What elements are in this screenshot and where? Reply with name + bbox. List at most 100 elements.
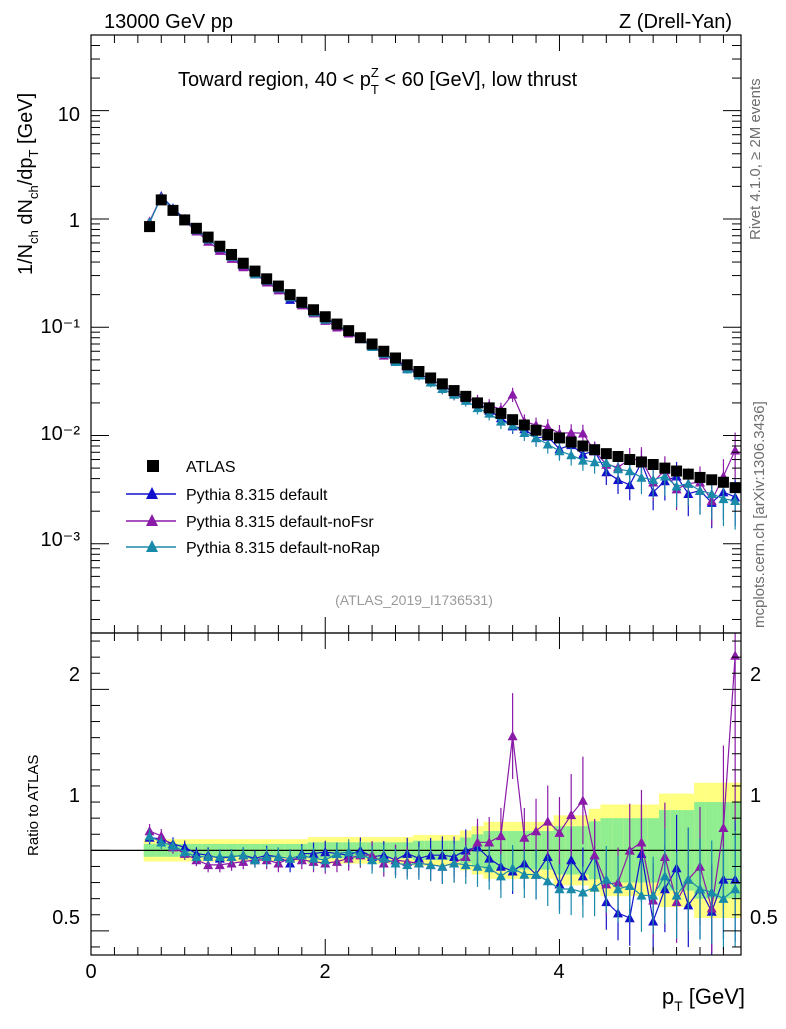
- ratio-point-1: [577, 795, 588, 805]
- ratio-plot-frame: [90, 632, 742, 956]
- atlas-point: [190, 222, 202, 234]
- ratio-point-1: [636, 837, 647, 847]
- ratio-point-2: [285, 853, 296, 863]
- main-point-2: [695, 485, 706, 495]
- atlas-point: [167, 204, 179, 216]
- ratio-point-2: [460, 859, 471, 870]
- ratio-point-2: [437, 861, 448, 871]
- main-point-2: [683, 478, 694, 488]
- atlas-point: [413, 366, 425, 378]
- ratio-point-1: [531, 826, 542, 836]
- ratio-y-tick-label-2-left: 2: [69, 664, 80, 686]
- legend-label-atlas: ATLAS: [186, 459, 236, 476]
- ratio-point-2: [730, 883, 741, 894]
- atlas-point: [448, 385, 460, 397]
- main-point-2: [730, 495, 741, 505]
- main-point-1: [577, 428, 588, 438]
- main-point-2: [601, 457, 612, 468]
- ratio-point-1: [156, 830, 167, 841]
- ratio-point-1: [495, 830, 506, 841]
- main-point-2: [554, 445, 565, 456]
- atlas-point: [589, 444, 601, 456]
- ratio-point-2: [601, 874, 612, 884]
- main-point-2: [718, 493, 729, 504]
- atlas-point: [354, 332, 366, 344]
- ratio-point-2: [331, 848, 342, 858]
- atlas-point: [155, 194, 167, 206]
- ratio-point-2: [683, 874, 694, 884]
- main-point-1: [566, 427, 577, 438]
- ratio-point-2: [413, 858, 424, 868]
- ratio-point-1: [718, 822, 729, 833]
- ratio-point-2: [472, 861, 483, 871]
- atlas-point: [729, 482, 741, 494]
- ratio-y-tick-label-05-right: 0.5: [750, 907, 778, 929]
- ratio-point-1: [589, 850, 600, 860]
- main-y-tick-label-1e-1: 10⁻¹: [41, 316, 81, 338]
- header-left-title: 13000 GeV pp: [104, 11, 233, 33]
- atlas-point: [144, 221, 156, 233]
- ratio-point-2: [179, 846, 190, 857]
- ratio-point-1: [542, 816, 553, 826]
- legend-label-norap: Pythia 8.315 default-noRap: [186, 540, 380, 557]
- ratio-point-2: [449, 858, 460, 868]
- x-tick-label-4: 4: [553, 961, 564, 983]
- analysis-id-label: (ATLAS_2019_I1736531): [335, 592, 493, 608]
- ratio-point-2: [484, 863, 495, 873]
- ratio-point-2: [671, 890, 682, 900]
- ratio-point-2: [542, 875, 553, 886]
- atlas-point: [542, 429, 554, 441]
- ratio-point-2: [214, 851, 225, 862]
- ratio-point-2: [144, 830, 155, 841]
- atlas-point: [401, 359, 413, 371]
- legend-marker-nofsr: [146, 514, 158, 526]
- mcplots-label: mcplots.cern.ch [arXiv:1306.3436]: [751, 401, 768, 628]
- ratio-point-2: [425, 859, 436, 870]
- ratio-point-2: [191, 851, 202, 862]
- atlas-point: [390, 352, 402, 364]
- ratio-point-2: [519, 869, 530, 879]
- ratio-point-2: [566, 883, 577, 894]
- ratio-point-2: [226, 851, 237, 862]
- ratio-point-1: [554, 827, 565, 837]
- ratio-point-1: [730, 650, 741, 660]
- atlas-point: [647, 458, 659, 470]
- atlas-point: [530, 424, 542, 436]
- main-point-2: [613, 464, 624, 474]
- ratio-axis-ticks: [90, 633, 741, 955]
- atlas-point: [425, 372, 437, 384]
- ratio-point-2: [577, 887, 588, 897]
- header-right-title: Z (Drell-Yan): [619, 11, 732, 33]
- atlas-point: [296, 296, 308, 308]
- ratio-point-2: [167, 840, 178, 850]
- legend-label-nofsr: Pythia 8.315 default-noFsr: [186, 514, 374, 531]
- legend-marker-default: [146, 487, 158, 499]
- atlas-point: [483, 402, 495, 414]
- main-point-2: [706, 488, 717, 498]
- atlas-point: [202, 231, 214, 243]
- main-title-sub: T: [371, 82, 379, 97]
- main-plot-title: Toward region, 40 < pTZ < 60 [GeV], low …: [178, 65, 578, 97]
- ratio-point-1: [484, 837, 495, 847]
- ratio-point-2: [613, 883, 624, 894]
- atlas-point: [671, 465, 683, 477]
- main-panel: Toward region, 40 < pTZ < 60 [GeV], low …: [15, 34, 742, 634]
- atlas-point: [694, 471, 706, 483]
- atlas-point: [635, 456, 647, 468]
- ratio-y-tick-label-1-right: 1: [750, 785, 761, 807]
- ratio-point-0: [566, 855, 577, 865]
- ratio-point-2: [531, 869, 542, 879]
- main-y-tick-label-1: 1: [69, 210, 80, 232]
- ratio-point-2: [695, 883, 706, 894]
- main-point-2: [671, 481, 682, 491]
- ratio-point-1: [472, 837, 483, 847]
- main-point-2: [577, 455, 588, 465]
- ratio-point-2: [718, 893, 729, 903]
- main-point-1: [507, 389, 518, 399]
- atlas-point: [179, 214, 191, 226]
- main-point-2: [531, 432, 542, 443]
- ratio-point-2: [249, 855, 260, 865]
- ratio-point-2: [308, 853, 319, 863]
- atlas-point: [659, 462, 671, 474]
- main-y-tick-label-10: 10: [58, 104, 80, 126]
